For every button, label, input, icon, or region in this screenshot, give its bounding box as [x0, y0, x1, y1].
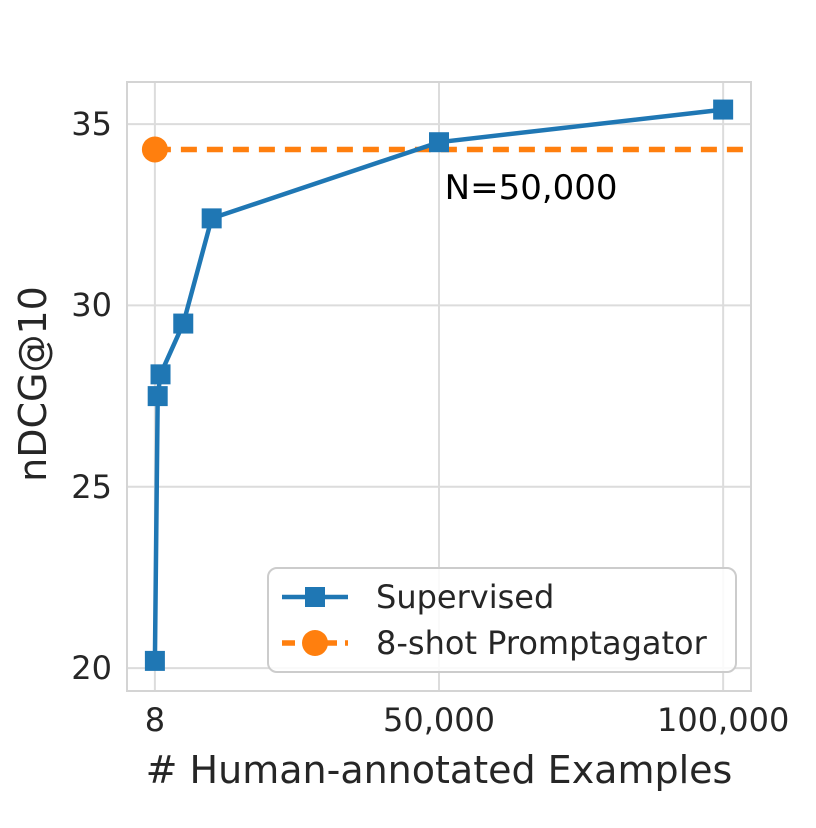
y-tick-20: 20 [71, 649, 112, 688]
legend-label-promptagator: 8-shot Promptagator [376, 624, 707, 663]
legend-entry-promptagator: 8-shot Promptagator [280, 624, 735, 662]
legend-sample-supervised-line-icon [282, 586, 348, 607]
x-tick-8: 8 [144, 701, 166, 739]
legend-square-marker-icon [305, 586, 325, 607]
supervised-marker-1000 [150, 364, 171, 385]
legend-circle-marker-icon [302, 630, 328, 657]
legend-label-supervised: Supervised [376, 577, 555, 616]
legend-entry-supervised: Supervised [280, 578, 735, 616]
y-tick-25: 25 [71, 467, 112, 506]
x-axis-label: # Human-annotated Examples [145, 748, 733, 792]
supervised-marker-10000 [201, 208, 222, 229]
supervised-marker-500 [147, 386, 168, 407]
legend-sample-promptagator-line-icon [282, 630, 348, 657]
legend: Supervised 8-shot Promptagator [267, 567, 737, 673]
supervised-marker-5000 [173, 313, 194, 334]
y-tick-30: 30 [71, 286, 112, 325]
supervised-marker-100000 [713, 99, 734, 120]
x-tick-100000: 100,000 [656, 701, 790, 739]
y-tick-35: 35 [71, 105, 112, 144]
annotation-n50000: N=50,000 [444, 167, 618, 208]
plot-border [126, 81, 752, 692]
promptagator-marker [141, 136, 168, 163]
supervised-marker-50000 [429, 132, 449, 153]
supervised-marker-8 [144, 650, 165, 671]
x-tick-50000: 50,000 [383, 701, 495, 739]
